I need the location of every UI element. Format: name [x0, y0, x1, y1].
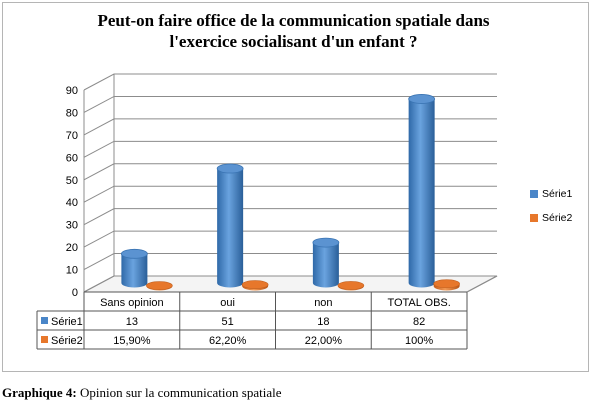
chart-title-line: Peut-on faire office de la communication… — [97, 11, 490, 30]
bar-serie1-1 — [216, 163, 244, 288]
bar-serie2-0 — [146, 281, 173, 291]
bar-serie1-3 — [408, 94, 436, 288]
legend-swatch-serie2 — [530, 214, 538, 222]
gridline — [83, 185, 497, 203]
legend-label: Série1 — [542, 188, 573, 200]
table-cell-serie1: 13 — [126, 316, 138, 328]
table-legend-swatch — [41, 317, 48, 324]
table-cell-serie1: 51 — [222, 316, 234, 328]
bar-serie2-top — [337, 281, 365, 290]
gridline — [83, 118, 497, 136]
gridline — [83, 140, 497, 158]
bar-serie1-top — [312, 237, 340, 248]
bar-serie1-2 — [312, 237, 340, 288]
caption-label: Graphique 4: — [2, 385, 77, 400]
chart-legend: Série1 Série2 — [530, 188, 572, 236]
y-tick-label: 40 — [66, 197, 78, 209]
legend-item-serie2: Série2 — [530, 212, 572, 224]
bar-serie1-body — [312, 242, 339, 288]
y-tick-label: 10 — [66, 265, 78, 277]
x-category-label: non — [314, 297, 332, 309]
table-cell-serie1: 82 — [413, 316, 425, 328]
y-tick-label: 30 — [66, 220, 78, 232]
table-cell-serie1: 18 — [317, 316, 329, 328]
x-category-label: TOTAL OBS. — [387, 297, 450, 309]
gridline — [83, 253, 497, 270]
y-tick-label: 60 — [66, 152, 78, 164]
legend-item-serie1: Série1 — [530, 188, 572, 200]
gridline — [83, 163, 497, 181]
table-row-label: Série2 — [51, 335, 83, 347]
table-row-label: Série1 — [51, 316, 83, 328]
chart-title-line: l'exercice socialisant d'un enfant ? — [169, 32, 418, 51]
y-tick-label: 50 — [66, 175, 78, 187]
table-legend-swatch — [41, 336, 48, 343]
chart-frame — [2, 2, 589, 372]
bar-serie1-body — [408, 98, 435, 288]
table-cell-serie2: 22,00% — [305, 335, 343, 347]
gridline — [83, 73, 497, 91]
x-category-label: oui — [220, 297, 235, 309]
x-category-label: Sans opinion — [100, 297, 164, 309]
bar-serie1-body — [121, 253, 148, 288]
y-tick-label: 90 — [66, 85, 78, 97]
bar-serie1-body — [217, 168, 244, 288]
table-cell-serie2: 62,20% — [209, 335, 247, 347]
gridline — [83, 275, 497, 293]
y-tick-label: 20 — [66, 242, 78, 254]
table-cell-serie2: 15,90% — [113, 335, 151, 347]
bar-serie2-2 — [337, 281, 365, 291]
bar-serie2-top — [241, 280, 269, 289]
bar-serie2-1 — [241, 280, 269, 291]
gridline — [83, 95, 497, 113]
gridline — [83, 208, 497, 226]
gridline — [83, 230, 497, 248]
bar-serie1-top — [216, 163, 244, 174]
figure-caption: Graphique 4: Opinion sur la communicatio… — [2, 385, 281, 401]
y-tick-label: 70 — [66, 130, 78, 142]
bar-serie2-top — [146, 281, 173, 290]
y-tick-label: 80 — [66, 107, 78, 119]
caption-text: Opinion sur la communication spatiale — [76, 385, 282, 400]
legend-swatch-serie1 — [530, 190, 538, 198]
legend-label: Série2 — [542, 212, 573, 224]
bar-serie2-top — [433, 279, 460, 289]
floor-edge — [466, 275, 498, 293]
bar-serie1-top — [408, 94, 436, 104]
chart-title: Peut-on faire office de la communication… — [0, 10, 587, 52]
chart-plot: 0 10 20 30 40 50 60 70 80 90 Sans opinion 13 15,90% o… — [36, 73, 498, 350]
table-cell-serie2: 100% — [405, 335, 433, 347]
y-tick-label: 0 — [72, 287, 78, 299]
bar-serie2-3 — [433, 279, 460, 291]
bar-serie1-top — [120, 248, 148, 259]
bar-serie1-0 — [120, 248, 148, 288]
